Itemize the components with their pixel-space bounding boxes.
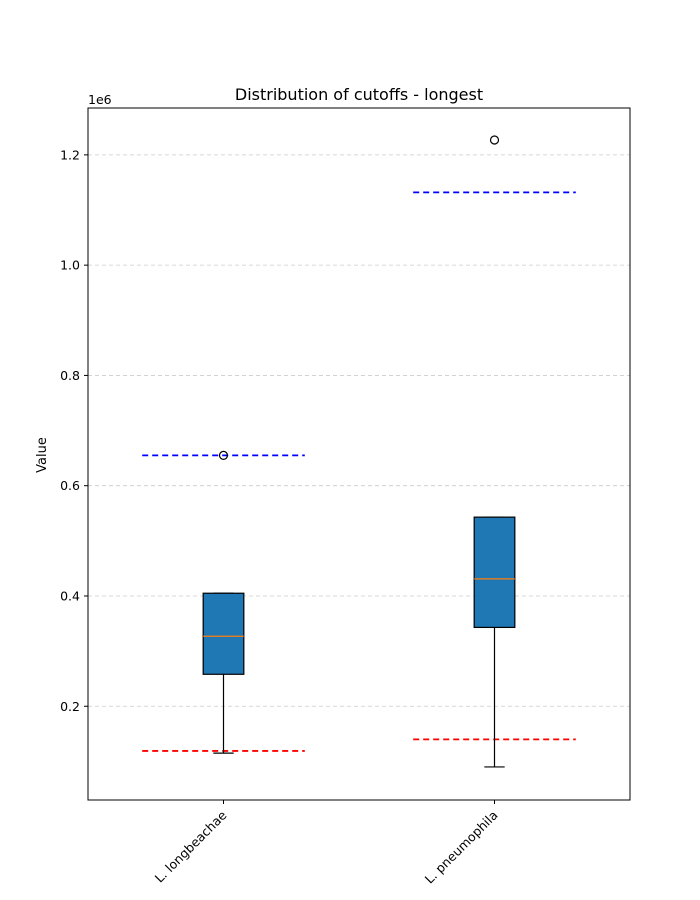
y-tick-label: 0.4 [60,588,80,603]
grid-lines [88,154,630,707]
y-tick-label: 1.0 [60,258,80,273]
y-axis-label: Value [35,437,50,473]
y-tick-label: 0.2 [60,699,80,714]
outlier-point [489,135,500,145]
y-tick-label: 0.8 [60,368,80,383]
chart-title: Distribution of cutoffs - longest [235,85,483,104]
y-tick-label: 1.2 [60,147,80,162]
box-group [202,450,245,754]
interquartile-box [202,592,245,675]
y-tick-label: 0.6 [60,478,80,493]
plot-frame [87,107,631,801]
box-group [473,135,516,768]
boxes [202,135,516,768]
outlier-point [218,450,229,460]
y-axis-ticks: 0.2 0.4 0.6 0.8 1.0 1.2 [60,147,88,714]
y-offset-text: 1e6 [88,92,112,107]
interquartile-box [473,516,516,629]
